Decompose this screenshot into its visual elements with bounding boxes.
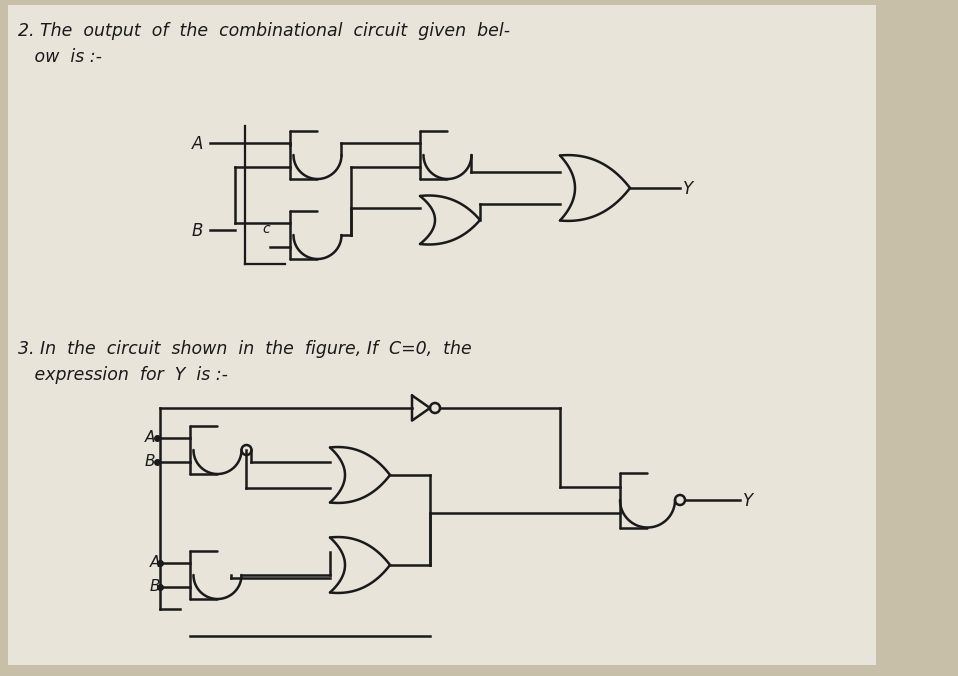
Text: ow  is :-: ow is :- <box>18 48 102 66</box>
Text: c: c <box>262 222 269 236</box>
Text: B: B <box>192 222 203 240</box>
Text: Y: Y <box>743 492 753 510</box>
Text: 2. The  output  of  the  combinational  circuit  given  bel-: 2. The output of the combinational circu… <box>18 22 510 40</box>
FancyBboxPatch shape <box>876 0 958 676</box>
Text: B: B <box>145 454 155 469</box>
Text: A: A <box>192 135 203 153</box>
Text: A: A <box>150 555 160 570</box>
Text: A: A <box>145 430 155 445</box>
Text: expression  for  Y  is :-: expression for Y is :- <box>18 366 228 384</box>
Text: 3. In  the  circuit  shown  in  the  figure, If  C=0,  the: 3. In the circuit shown in the figure, I… <box>18 340 471 358</box>
FancyBboxPatch shape <box>8 5 876 665</box>
Text: Y: Y <box>683 180 694 198</box>
Text: B: B <box>150 579 161 594</box>
